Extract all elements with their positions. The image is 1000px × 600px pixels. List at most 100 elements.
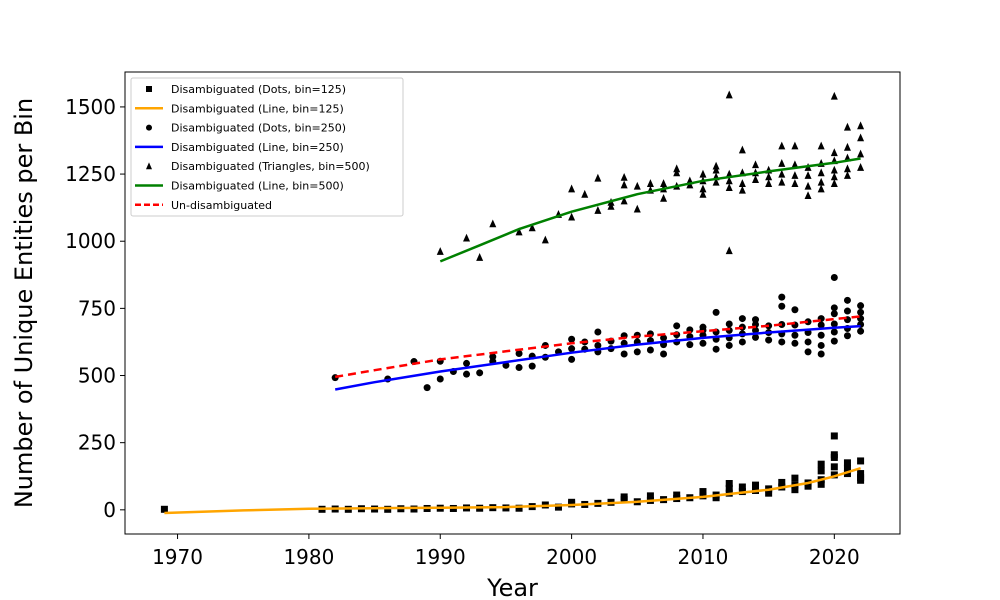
x-axis: 1970 1980 1990 2000 2010 2020 <box>152 534 860 569</box>
legend-entry: Disambiguated (Dots, bin=125) <box>146 83 346 96</box>
data-point <box>160 505 168 513</box>
data-point <box>463 359 471 367</box>
legend-entry: Disambiguated (Line, bin=500) <box>135 180 344 193</box>
data-point <box>528 223 536 232</box>
plot-frame <box>124 71 901 535</box>
data-point <box>791 171 799 179</box>
data-point <box>843 307 851 315</box>
data-point <box>830 432 838 440</box>
data-point <box>857 133 865 142</box>
data-point <box>778 177 786 186</box>
data-point <box>673 168 681 177</box>
x-tick-label: 2000 <box>546 545 597 569</box>
data-point <box>765 179 773 187</box>
y-axis-label: Number of Unique Entities per Bin <box>10 98 38 508</box>
y-tick-label: 1250 <box>65 162 116 186</box>
data-point <box>791 141 799 150</box>
data-point <box>594 328 602 336</box>
data-point <box>843 142 851 151</box>
data-point <box>804 181 812 190</box>
data-point <box>581 189 589 198</box>
data-point <box>699 189 707 198</box>
data-point <box>791 179 799 187</box>
legend-label: Disambiguated (Line, bin=250) <box>171 141 344 154</box>
data-point <box>778 293 786 301</box>
y-tick-label: 250 <box>78 431 116 455</box>
data-point <box>752 481 760 489</box>
data-point <box>568 335 576 343</box>
legend-marker <box>146 86 152 92</box>
data-point <box>843 332 851 340</box>
data-point <box>817 460 825 468</box>
data-point <box>554 503 562 511</box>
data-point <box>699 339 707 347</box>
data-point <box>817 184 825 193</box>
data-point <box>686 341 694 349</box>
data-point <box>699 184 707 193</box>
data-point <box>830 451 838 459</box>
data-point <box>725 341 733 349</box>
data-point <box>857 476 865 484</box>
data-point <box>791 160 799 169</box>
data-point <box>778 302 786 310</box>
data-point <box>791 339 799 347</box>
data-point <box>843 464 851 472</box>
legend-box <box>130 77 404 217</box>
legend-label: Disambiguated (Triangles, bin=500) <box>171 160 370 173</box>
data-point <box>738 315 746 323</box>
data-point <box>515 504 523 512</box>
data-point <box>778 159 786 167</box>
data-point <box>463 370 471 378</box>
y-tick-label: 750 <box>78 296 116 320</box>
data-point <box>843 296 851 304</box>
data-point <box>660 350 668 358</box>
data-point <box>830 148 838 157</box>
data-point <box>843 171 851 179</box>
data-point <box>752 175 760 183</box>
data-point <box>594 341 602 349</box>
data-point <box>804 482 812 490</box>
data-point <box>725 480 733 488</box>
data-point <box>725 176 733 185</box>
data-point <box>568 212 576 221</box>
data-point <box>594 173 602 182</box>
data-point <box>515 363 523 371</box>
data-point <box>660 193 668 202</box>
data-point <box>804 171 812 179</box>
data-point <box>804 318 812 326</box>
legend-entry: Disambiguated (Dots, bin=250) <box>146 122 346 135</box>
data-point <box>725 484 733 492</box>
x-tick-label: 1970 <box>152 545 203 569</box>
data-point <box>423 384 431 392</box>
data-point <box>778 169 786 178</box>
data-point <box>725 320 733 328</box>
data-point <box>541 235 549 244</box>
data-point <box>712 165 720 174</box>
data-point <box>738 338 746 346</box>
data-point <box>620 493 628 501</box>
data-point <box>830 463 838 471</box>
data-point <box>725 90 733 99</box>
x-tick-label: 1980 <box>283 545 334 569</box>
data-point <box>607 202 615 210</box>
series-circle-points <box>331 273 865 392</box>
data-point <box>843 164 851 173</box>
data-point <box>857 470 865 478</box>
data-point <box>738 185 746 194</box>
data-point <box>830 304 838 312</box>
data-point <box>752 316 760 324</box>
data-point <box>620 350 628 358</box>
data-point <box>738 483 746 491</box>
data-point <box>660 179 668 187</box>
data-point <box>725 183 733 191</box>
data-point <box>673 164 681 173</box>
data-point <box>594 206 602 214</box>
data-point <box>712 494 720 502</box>
series-line <box>334 324 861 391</box>
legend-label: Disambiguated (Line, bin=500) <box>171 180 344 193</box>
data-point <box>791 331 799 339</box>
data-point <box>804 191 812 200</box>
data-point <box>620 172 628 181</box>
data-point <box>830 337 838 345</box>
